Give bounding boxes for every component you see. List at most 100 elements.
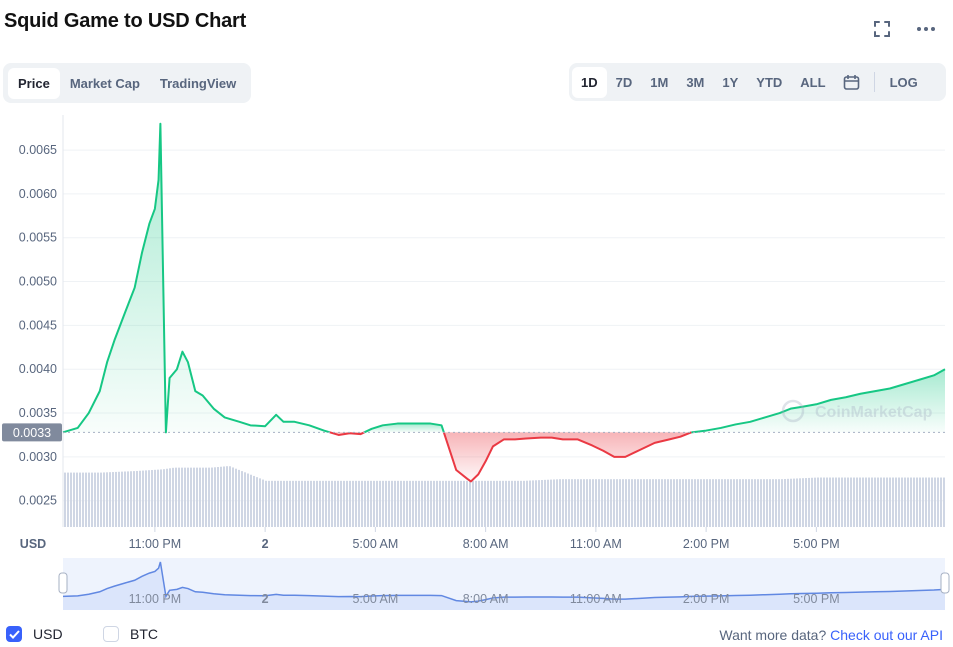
calendar-icon[interactable]: [838, 74, 866, 91]
volume-bar: [628, 479, 630, 527]
volume-bar: [481, 480, 483, 527]
usd-label: USD: [33, 626, 63, 642]
volume-bar: [784, 478, 786, 527]
volume-bar: [607, 479, 609, 527]
volume-bar: [463, 480, 465, 527]
y-tick-label: 0.0060: [19, 187, 57, 201]
volume-bar: [592, 479, 594, 527]
volume-bar: [685, 479, 687, 527]
volume-bar: [259, 478, 261, 527]
volume-bar: [250, 474, 252, 527]
y-tick-label: 0.0065: [19, 143, 57, 157]
volume-bar: [151, 470, 153, 527]
volume-bar: [514, 480, 516, 527]
range-3m[interactable]: 3M: [686, 74, 705, 90]
volume-bar: [805, 478, 807, 527]
range-all[interactable]: ALL: [800, 74, 826, 90]
volume-bar: [580, 479, 582, 527]
y-tick-label: 0.0050: [19, 275, 57, 289]
volume-bar: [841, 477, 843, 527]
volume-bar: [424, 480, 426, 527]
volume-bar: [874, 477, 876, 527]
volume-bar: [355, 480, 357, 527]
range-1d[interactable]: 1D: [572, 66, 607, 98]
navigator-right-handle[interactable]: [940, 572, 950, 594]
volume-bar: [325, 480, 327, 527]
volume-bar: [616, 479, 618, 527]
navigator-area: [63, 561, 945, 610]
volume-bar: [157, 469, 159, 527]
volume-bar: [748, 479, 750, 527]
volume-bar: [439, 480, 441, 527]
volume-bar: [430, 480, 432, 527]
legend-btc[interactable]: BTC: [103, 626, 158, 642]
volume-bar: [307, 480, 309, 527]
range-7d[interactable]: 7D: [615, 74, 633, 90]
volume-bar: [940, 477, 942, 527]
volume-bar: [124, 471, 126, 527]
x-tick-label: 2: [262, 537, 269, 551]
volume-bar: [478, 480, 480, 527]
usd-checkbox[interactable]: [6, 626, 22, 642]
volume-bar: [775, 479, 777, 527]
volume-bar: [331, 480, 333, 527]
volume-bar: [640, 479, 642, 527]
volume-bars: [64, 466, 945, 527]
volume-bar: [316, 480, 318, 527]
tab-price[interactable]: Price: [8, 67, 60, 99]
volume-bar: [829, 477, 831, 527]
volume-bar: [226, 466, 228, 527]
volume-bar: [538, 480, 540, 527]
api-link[interactable]: Check out our API: [830, 627, 943, 643]
volume-bar: [490, 480, 492, 527]
volume-bar: [907, 477, 909, 527]
tab-market-cap[interactable]: Market Cap: [69, 75, 140, 91]
volume-bar: [442, 480, 444, 527]
page-title: Squid Game to USD Chart: [4, 10, 247, 32]
legend-usd[interactable]: USD: [6, 626, 63, 642]
volume-bar: [877, 477, 879, 527]
volume-bar: [343, 480, 345, 527]
volume-bar: [631, 479, 633, 527]
volume-bar: [301, 480, 303, 527]
log-toggle[interactable]: LOG: [889, 74, 918, 90]
volume-bar: [340, 480, 342, 527]
volume-bar: [823, 477, 825, 527]
navigator-left-handle[interactable]: [58, 572, 68, 594]
volume-bar: [256, 477, 258, 527]
volume-bar: [97, 472, 99, 527]
volume-bar: [397, 480, 399, 527]
volume-bar: [691, 479, 693, 527]
volume-bar: [433, 480, 435, 527]
volume-bar: [604, 479, 606, 527]
volume-bar: [751, 479, 753, 527]
tab-tradingview[interactable]: TradingView: [159, 75, 237, 91]
volume-bar: [865, 477, 867, 527]
volume-bar: [727, 479, 729, 527]
volume-bar: [412, 480, 414, 527]
volume-bar: [586, 479, 588, 527]
volume-bar: [484, 480, 486, 527]
volume-bar: [310, 480, 312, 527]
volume-bar: [943, 477, 945, 527]
y-tick-label: 0.0040: [19, 362, 57, 376]
volume-bar: [808, 477, 810, 527]
watermark-logo-icon: [781, 399, 805, 423]
volume-bar: [88, 472, 90, 527]
volume-bar: [799, 478, 801, 527]
volume-bar: [715, 479, 717, 527]
volume-bar: [835, 477, 837, 527]
range-1m[interactable]: 1M: [650, 74, 669, 90]
volume-bar: [892, 477, 894, 527]
btc-checkbox[interactable]: [103, 626, 119, 642]
more-icon[interactable]: [915, 18, 937, 40]
y-tick-label: 0.0025: [19, 494, 57, 508]
price-line-up: [62, 122, 331, 434]
range-ytd[interactable]: YTD: [756, 74, 783, 90]
volume-bar: [277, 480, 279, 527]
volume-bar: [562, 479, 564, 527]
volume-bar: [85, 472, 87, 527]
range-1y[interactable]: 1Y: [722, 74, 739, 90]
volume-bar: [625, 479, 627, 527]
fullscreen-icon[interactable]: [871, 18, 893, 40]
